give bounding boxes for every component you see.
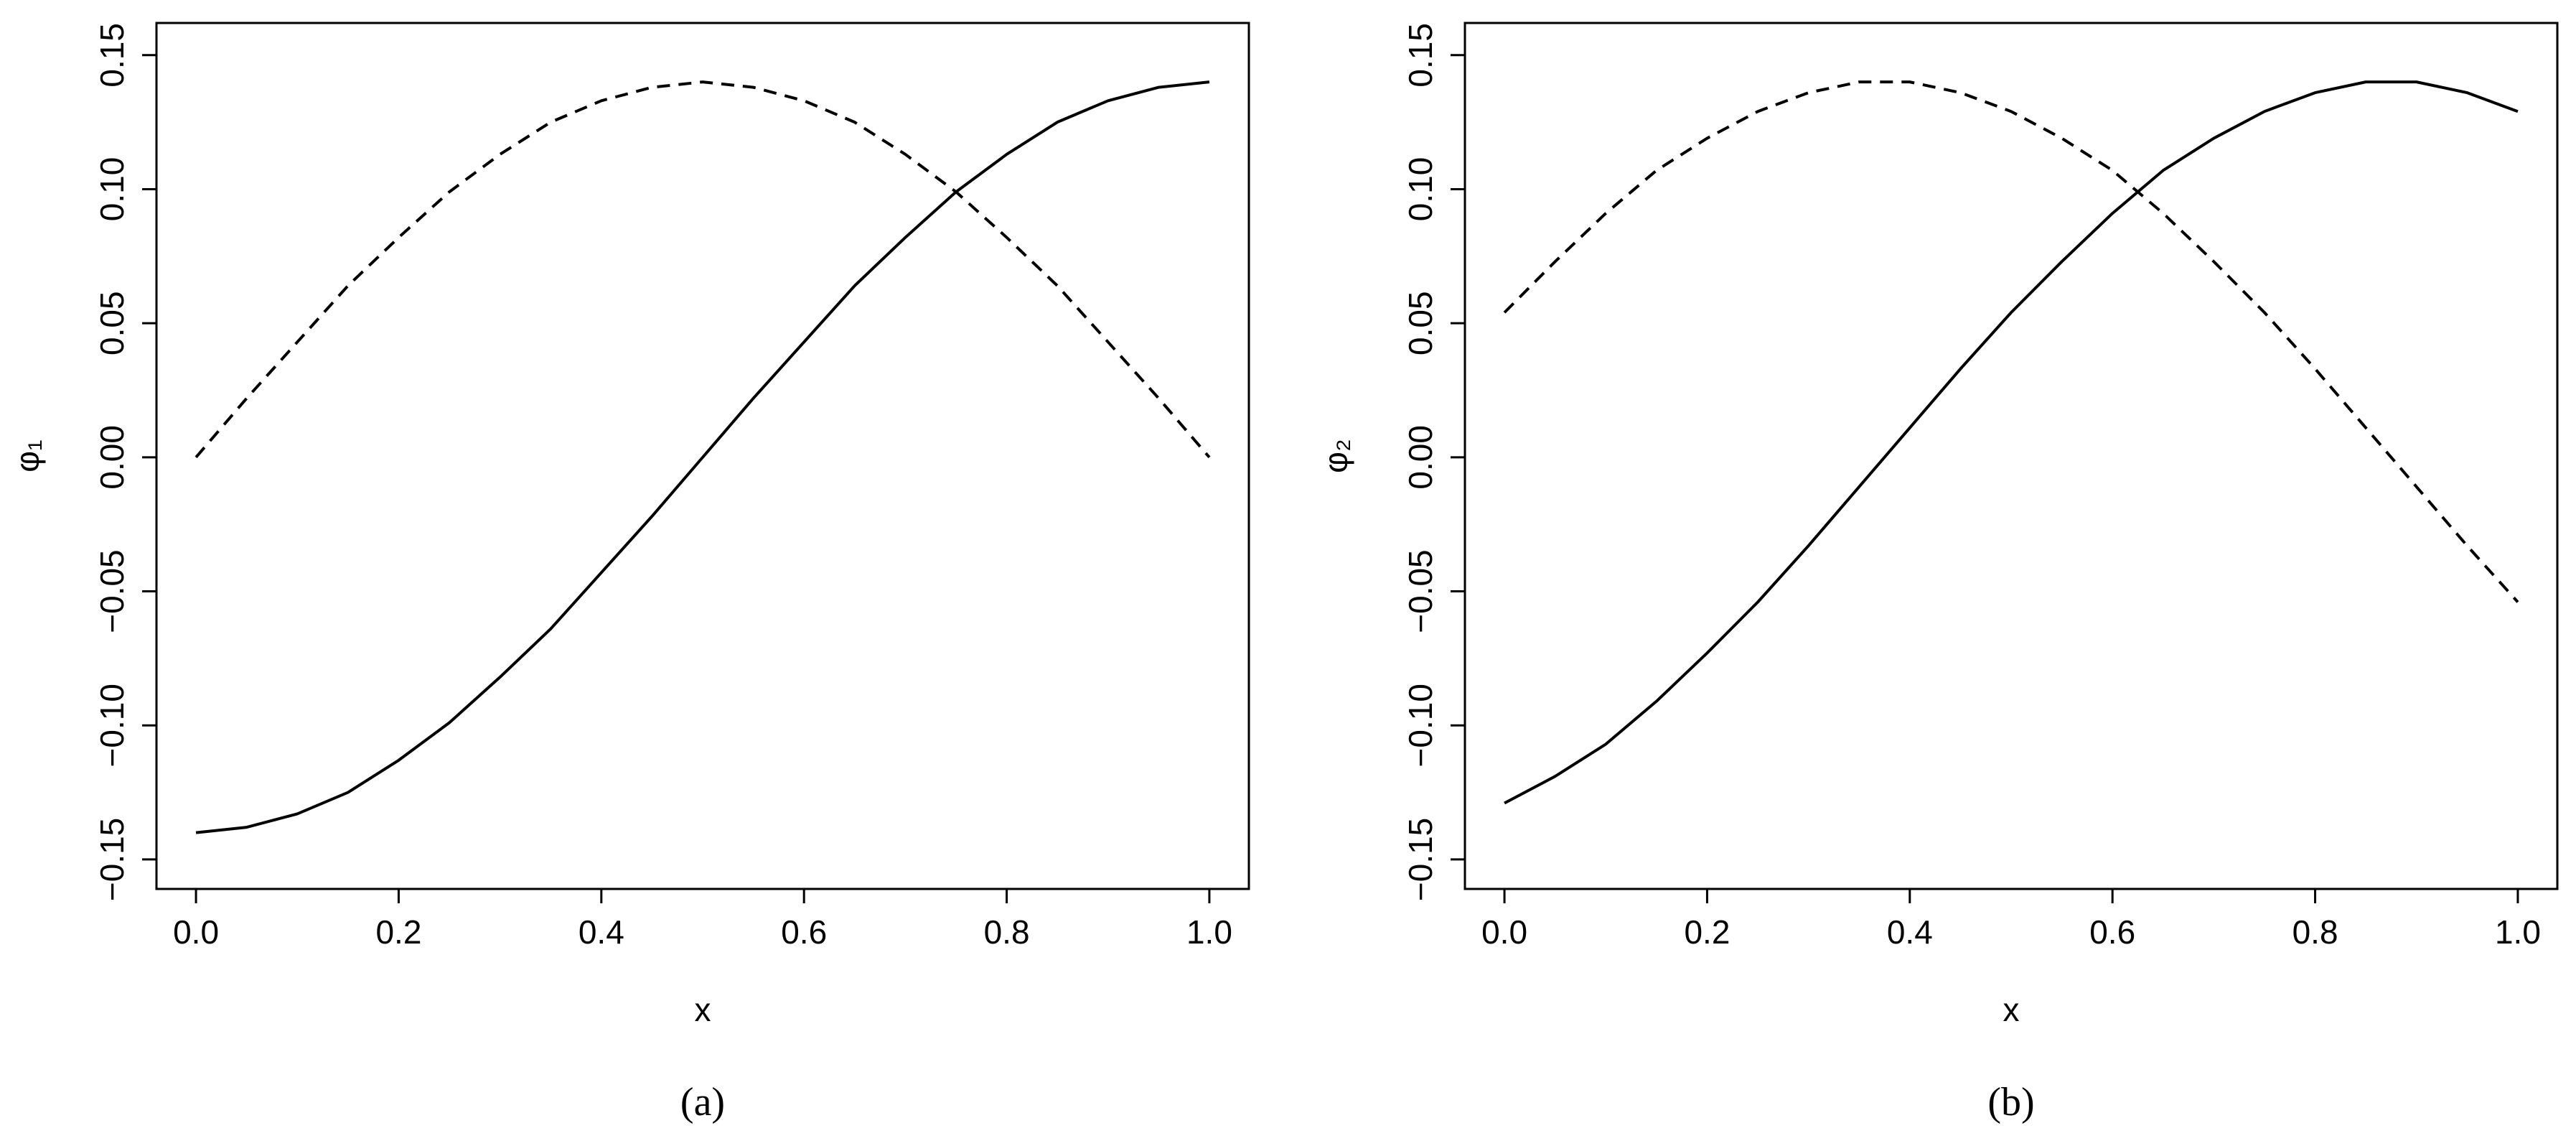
y-tick-label: −0.15 bbox=[93, 818, 131, 901]
x-tick-label: 0.0 bbox=[173, 913, 219, 951]
plot-frame bbox=[155, 22, 1250, 890]
y-tick-label: 0.05 bbox=[1402, 291, 1439, 355]
y-axis-label: φ₁ bbox=[9, 439, 46, 472]
line-series bbox=[195, 80, 1210, 834]
x-tick-label: 0.0 bbox=[1481, 913, 1527, 951]
x-axis-label: x bbox=[2003, 991, 2020, 1028]
y-tick-label: 0.15 bbox=[93, 23, 131, 88]
y-tick-label: 0.00 bbox=[93, 425, 131, 490]
y-tick-label: −0.15 bbox=[1402, 818, 1439, 901]
y-tick-label: −0.10 bbox=[93, 684, 131, 767]
y-tick-label: 0.05 bbox=[93, 291, 131, 355]
line-series bbox=[1504, 80, 2519, 805]
x-tick-label: 0.2 bbox=[375, 913, 421, 951]
x-tick-label: 0.2 bbox=[1684, 913, 1730, 951]
x-tick-label: 1.0 bbox=[2495, 913, 2541, 951]
y-tick-label: 0.00 bbox=[1402, 425, 1439, 490]
y-axis-label: φ₂ bbox=[1317, 439, 1354, 473]
x-tick-label: 0.4 bbox=[1887, 913, 1933, 951]
caption: (a) bbox=[680, 1080, 725, 1124]
plot-frame bbox=[1463, 22, 2559, 890]
y-tick-label: 0.10 bbox=[93, 157, 131, 222]
x-tick-label: 1.0 bbox=[1186, 913, 1232, 951]
y-tick-label: −0.05 bbox=[1402, 549, 1439, 633]
x-tick-label: 0.8 bbox=[2292, 913, 2338, 951]
x-axis-label: x bbox=[695, 991, 711, 1028]
x-tick-label: 0.4 bbox=[579, 913, 624, 951]
x-tick-label: 0.8 bbox=[984, 913, 1030, 951]
line-series bbox=[1503, 80, 2519, 603]
y-tick-label: 0.15 bbox=[1402, 23, 1439, 88]
line-series bbox=[195, 80, 1211, 459]
x-tick-label: 0.6 bbox=[781, 913, 827, 951]
x-tick-label: 0.6 bbox=[2089, 913, 2135, 951]
y-tick-label: 0.10 bbox=[1402, 157, 1439, 222]
y-tick-label: −0.05 bbox=[93, 549, 131, 633]
caption: (b) bbox=[1987, 1080, 2034, 1124]
y-tick-label: −0.10 bbox=[1402, 684, 1439, 767]
